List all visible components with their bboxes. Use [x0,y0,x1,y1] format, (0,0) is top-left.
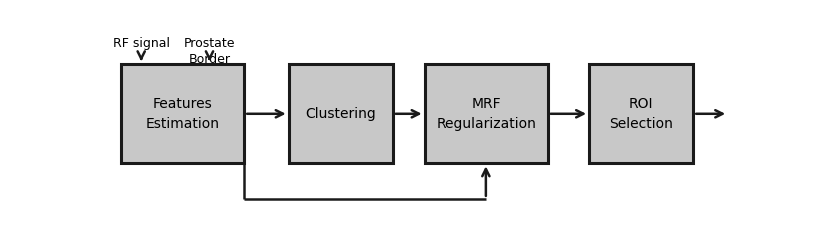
FancyBboxPatch shape [121,64,244,163]
FancyBboxPatch shape [589,64,694,163]
Text: Features
Estimation: Features Estimation [145,97,220,130]
Text: MRF
Regularization: MRF Regularization [437,97,536,130]
Text: Prostate
Border: Prostate Border [184,37,235,66]
Text: ROI
Selection: ROI Selection [610,97,673,130]
Text: RF signal: RF signal [113,37,170,50]
FancyBboxPatch shape [424,64,548,163]
FancyBboxPatch shape [289,64,392,163]
Text: Clustering: Clustering [305,107,376,121]
